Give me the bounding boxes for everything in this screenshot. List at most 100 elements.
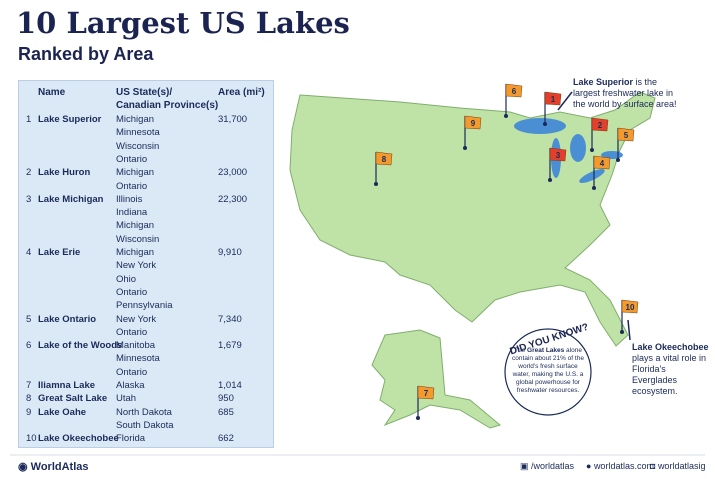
rank: 4 — [26, 247, 32, 258]
dyk-text: alone contain about 21% of the world's f… — [512, 347, 584, 394]
lake-name: Iliamna Lake — [38, 380, 96, 391]
header-name: Name — [38, 87, 66, 98]
flag-label: 3 — [556, 151, 561, 160]
rank: 2 — [26, 167, 32, 179]
did-you-know-text: The Great Lakes alone contain about 21% … — [512, 347, 584, 395]
callout-text: plays a vital role in Florida's Everglad… — [632, 353, 707, 396]
lake-name: Great Salt Lake — [38, 393, 108, 405]
area: 1,679 — [218, 340, 242, 352]
brand-name: WorldAtlas — [30, 461, 89, 473]
state: New York — [116, 260, 157, 272]
state: Michigan — [116, 220, 155, 232]
flag-base — [548, 178, 552, 182]
state: South Dakota — [116, 419, 174, 431]
lake-superior — [514, 118, 566, 134]
social[interactable]: ▣ /worldatlas — [520, 461, 575, 471]
lake-name: Lake Superior — [38, 114, 102, 125]
flag-label: 7 — [424, 389, 429, 398]
area: 950 — [218, 393, 234, 405]
flag-label: 9 — [471, 119, 476, 128]
state: Michigan — [116, 247, 155, 258]
lake-name: Lake Okeechobee — [38, 433, 119, 445]
instagram[interactable]: ◘ worldatlasig — [650, 461, 706, 471]
state: Utah — [116, 393, 137, 405]
flag — [593, 155, 611, 170]
superior-callout: Lake Superior is the largest freshwater … — [573, 77, 683, 110]
state: Ontario — [116, 153, 148, 165]
dyk-bold: Great Lakes — [527, 347, 565, 354]
state: Pennsylvania — [116, 300, 173, 312]
rank: 7 — [26, 380, 32, 391]
lake-name: Lake Erie — [38, 247, 81, 258]
state: Alaska — [116, 380, 145, 391]
area: 9,910 — [218, 247, 242, 258]
rank: 3 — [26, 193, 32, 205]
lake-name: Lake of the Woods — [38, 340, 123, 352]
flag-base — [463, 146, 467, 150]
area: 662 — [218, 433, 234, 445]
area: 685 — [218, 406, 234, 418]
state: Wisconsin — [116, 140, 160, 152]
alaska — [371, 329, 502, 429]
flag — [544, 91, 562, 106]
rank: 1 — [26, 114, 32, 125]
callout-text: is the largest freshwater lake in the wo… — [573, 77, 677, 109]
state: New York — [116, 313, 157, 325]
flag-base — [592, 186, 596, 190]
flag-base — [504, 114, 508, 118]
state: Ontario — [116, 366, 148, 378]
state: Ontario — [116, 326, 148, 338]
flag — [591, 117, 609, 132]
okeechobee-callout: Lake Okeechobee plays a vital role in Fl… — [632, 342, 712, 397]
flag-base — [616, 158, 620, 162]
state: Minnesota — [116, 353, 160, 365]
state: North Dakota — [116, 406, 172, 418]
state: Michigan — [116, 167, 155, 179]
lake-name: Lake Huron — [38, 167, 91, 179]
site-link[interactable]: worldatlas.com — [593, 461, 654, 471]
title: 10 Largest US Lakes — [16, 6, 350, 40]
state: Illinois — [116, 193, 143, 205]
state: Indiana — [116, 207, 148, 219]
rank: 6 — [26, 340, 32, 352]
state: Ohio — [116, 273, 137, 285]
rank: 10 — [26, 433, 37, 445]
flag-base — [620, 330, 624, 334]
area: 7,340 — [218, 313, 242, 325]
callout-bold: Lake Superior — [573, 77, 634, 87]
rank: 5 — [26, 313, 32, 325]
flag-label: 2 — [598, 121, 603, 130]
state: Manitoba — [116, 340, 156, 352]
ig-handle[interactable]: worldatlasig — [657, 461, 706, 471]
brand: ◉ WorldAtlas — [18, 461, 89, 473]
flag — [505, 83, 523, 98]
flag-label: 5 — [624, 131, 629, 140]
site[interactable]: ● worldatlas.com — [586, 461, 654, 471]
lake-erie — [579, 169, 605, 183]
flag — [621, 299, 639, 314]
area: 22,300 — [218, 193, 248, 205]
callout-arrow — [557, 91, 573, 111]
flag-base — [416, 416, 420, 420]
area: 1,014 — [218, 380, 242, 391]
state: Wisconsin — [116, 233, 160, 245]
lake-name: Lake Ontario — [38, 313, 97, 325]
flag — [464, 115, 482, 130]
area: 23,000 — [218, 167, 248, 179]
flag-label: 10 — [626, 303, 635, 312]
lake-huron — [570, 134, 586, 162]
flag — [417, 385, 435, 400]
state: Ontario — [116, 180, 148, 192]
state: Florida — [116, 433, 146, 445]
lake-name: Lake Michigan — [38, 193, 104, 205]
lake-name: Lake Oahe — [38, 406, 87, 418]
flag-label: 6 — [512, 87, 517, 96]
callout-arrow — [627, 319, 631, 341]
social-handle[interactable]: /worldatlas — [531, 461, 575, 471]
header-area: Area (mi²) — [218, 87, 265, 98]
flag-label: 8 — [382, 155, 387, 164]
flag — [617, 127, 635, 142]
flag — [375, 151, 393, 166]
rank: 8 — [26, 393, 32, 405]
